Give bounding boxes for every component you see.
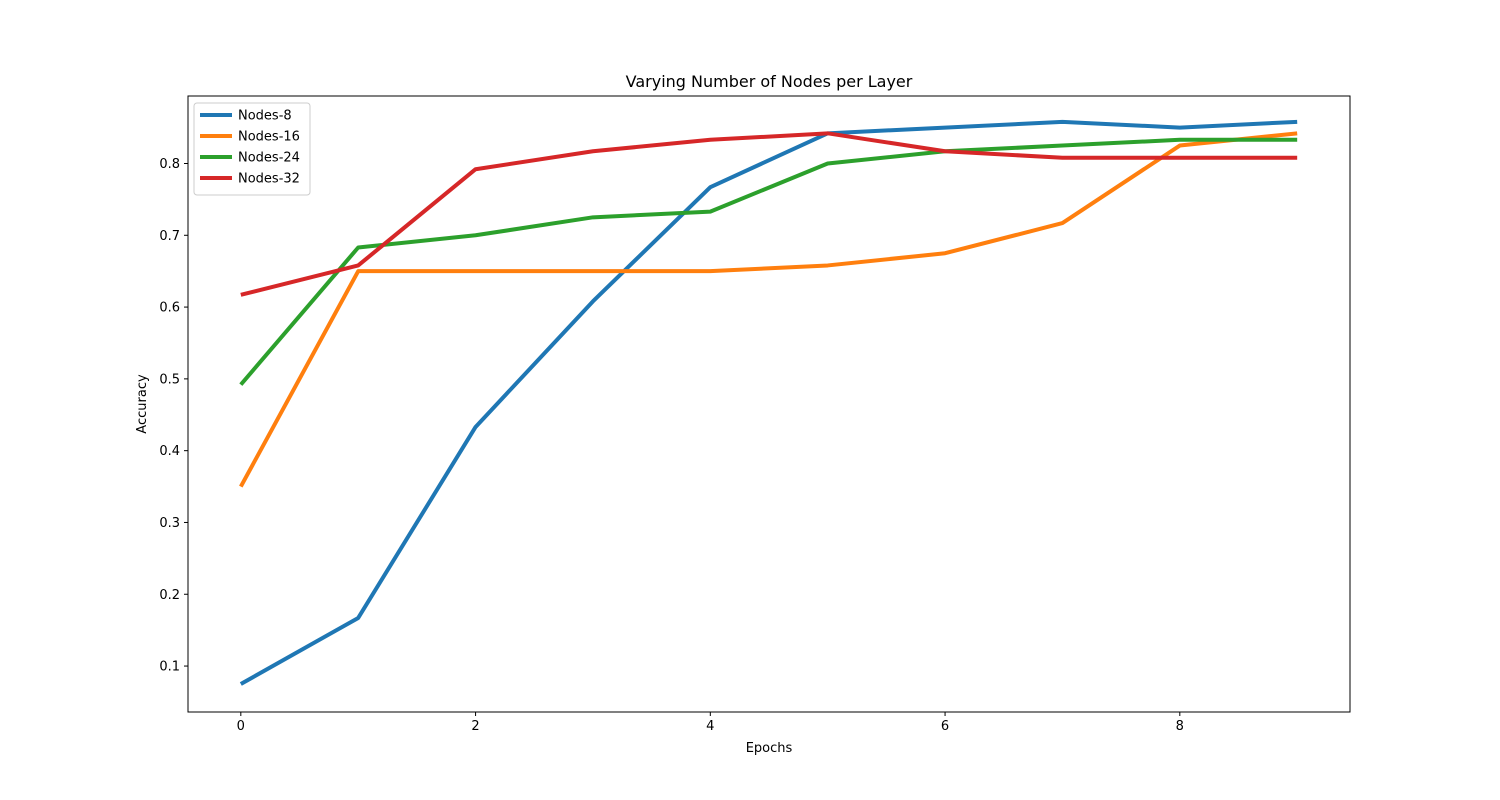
legend-label: Nodes-32 <box>238 172 300 187</box>
chart-title: Varying Number of Nodes per Layer <box>626 72 913 91</box>
legend-label: Nodes-24 <box>238 151 300 166</box>
series-layer <box>239 119 1298 686</box>
series-line-nodes-8 <box>239 119 1298 686</box>
y-tick-label: 0.1 <box>159 660 180 675</box>
y-tick-label: 0.7 <box>159 229 180 244</box>
legend-label: Nodes-16 <box>238 130 300 145</box>
series-line-nodes-24 <box>239 137 1298 386</box>
x-tick-label: 0 <box>237 719 245 734</box>
legend-box <box>193 102 311 196</box>
legend-label: Nodes-8 <box>238 109 292 124</box>
y-tick-label: 0.5 <box>159 372 180 387</box>
y-tick-label: 0.3 <box>159 516 180 531</box>
y-axis-ticks: 0.1 0.2 0.3 0.4 0.5 0.6 0.7 0.8 <box>159 157 188 675</box>
series-line-nodes-32 <box>240 131 1298 297</box>
y-tick-label: 0.4 <box>159 444 180 459</box>
x-tick-label: 2 <box>471 719 479 734</box>
x-axis-ticks: 0 2 4 6 8 <box>237 712 1184 734</box>
series-line-nodes-16 <box>239 131 1298 488</box>
y-tick-label: 0.6 <box>159 301 180 316</box>
x-tick-label: 8 <box>1176 719 1184 734</box>
y-tick-label: 0.2 <box>159 588 180 603</box>
x-tick-label: 4 <box>706 719 714 734</box>
x-tick-label: 6 <box>941 719 949 734</box>
legend: Nodes-8 Nodes-16 Nodes-24 Nodes-32 <box>193 102 311 196</box>
y-tick-label: 0.8 <box>159 157 180 172</box>
axes-frame <box>187 95 1351 713</box>
y-axis-label: Accuracy <box>135 374 150 434</box>
x-axis-label: Epochs <box>746 741 793 756</box>
